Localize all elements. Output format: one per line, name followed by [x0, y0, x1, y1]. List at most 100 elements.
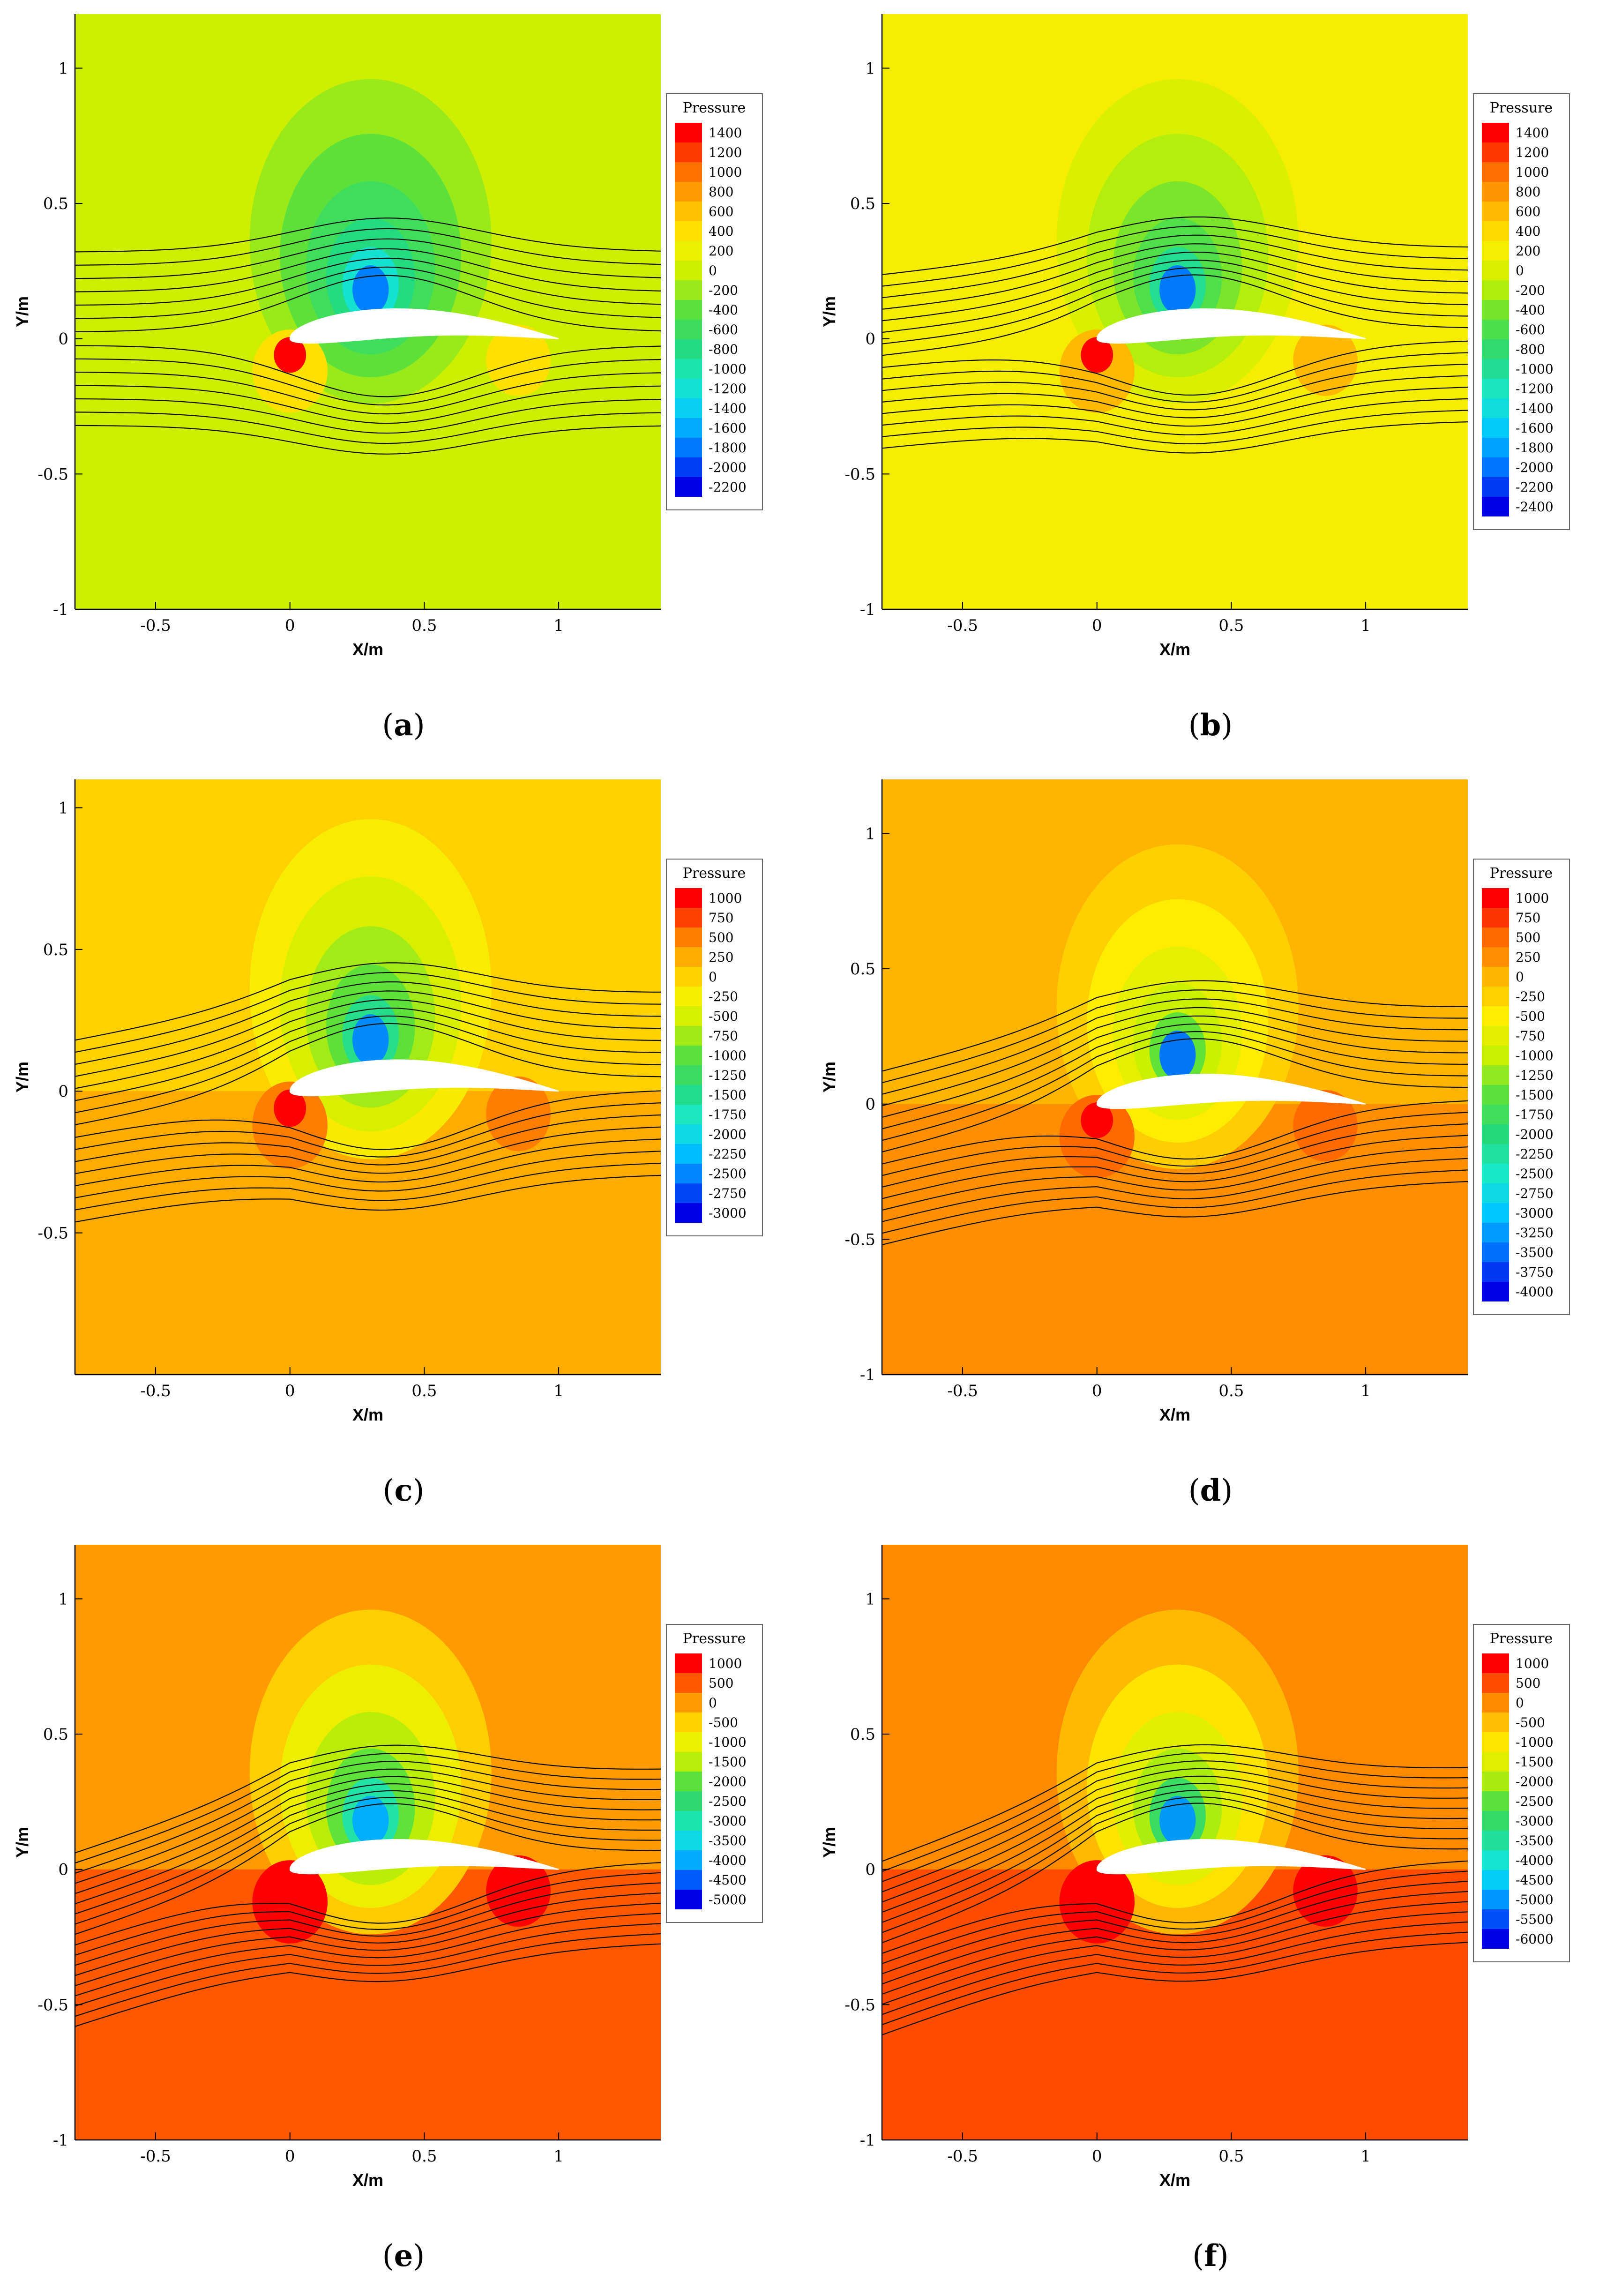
- legend-swatch: [1482, 261, 1509, 280]
- streamline: [882, 398, 1468, 435]
- contour-plot-c: -0.5 0 0.5 1 -0.5 0 0.5 1 X/m Y/m Pressure 1000 750 5…: [13, 779, 763, 1424]
- legend-swatch: [675, 1653, 702, 1673]
- legend-level-label: 250: [1516, 950, 1540, 965]
- pressure-contour-blob: [274, 337, 306, 373]
- legend-level-label: -1000: [1516, 1048, 1554, 1063]
- legend-level-label: -1000: [709, 1048, 747, 1063]
- pressure-contour-blob: [1081, 1102, 1113, 1138]
- streamline: [75, 1882, 661, 1966]
- y-tick-label: -0.5: [844, 465, 875, 484]
- streamline: [882, 1158, 1468, 1222]
- x-tick-label: 1: [1360, 616, 1371, 635]
- chart-panel-d: -0.5 0 0.5 1 -1 -0.5 0 0.5 1 X/m Y/m Pressure 1000 75…: [807, 765, 1614, 1531]
- legend-swatch: [675, 1693, 702, 1713]
- caption-f: (f): [1192, 2238, 1229, 2274]
- legend-level-label: -400: [1516, 302, 1545, 318]
- x-axis-label: X/m: [1159, 640, 1190, 659]
- y-tick-label: 0: [58, 1861, 68, 1879]
- x-tick-label: 0.5: [1218, 616, 1244, 635]
- streamline: [882, 1100, 1468, 1165]
- legend-swatch: [675, 1164, 702, 1183]
- x-axis-label: X/m: [352, 640, 383, 659]
- legend-level-label: -1250: [1516, 1068, 1554, 1083]
- x-tick-label: 0.5: [411, 1382, 437, 1400]
- x-tick-label: 0: [1092, 1382, 1102, 1400]
- streamline: [882, 1942, 1468, 2035]
- plot-area: [75, 779, 661, 1375]
- airfoil-body: [289, 308, 559, 344]
- legend-level-label: 400: [1516, 224, 1540, 239]
- streamline: [75, 372, 661, 415]
- legend-title: Pressure: [1490, 865, 1553, 882]
- legend-swatch: [675, 1752, 702, 1772]
- legend-swatch: [675, 947, 702, 967]
- y-tick-label: 1: [865, 59, 875, 78]
- legend-level-label: -800: [709, 342, 738, 357]
- legend-swatch: [675, 339, 702, 359]
- y-tick-label: 0.5: [43, 194, 68, 213]
- x-tick-label: 0: [1092, 2147, 1102, 2166]
- x-tick-label: -0.5: [140, 616, 171, 635]
- streamline: [882, 1783, 1468, 1913]
- y-tick-label: -0.5: [37, 1224, 68, 1243]
- streamline: [882, 1870, 1468, 1964]
- legend-level-label: -3250: [1516, 1225, 1554, 1241]
- pressure-contour-blob: [1081, 337, 1113, 373]
- legend-swatch: [1482, 987, 1509, 1006]
- legend-swatch: [1482, 1791, 1509, 1811]
- legend-swatch: [675, 1046, 702, 1065]
- legend-swatch: [675, 418, 702, 438]
- streamline: [75, 972, 661, 1053]
- legend-swatch: [675, 1006, 702, 1026]
- y-tick-label: 1: [58, 799, 68, 817]
- streamline: [882, 1752, 1468, 1872]
- legend-level-label: -1400: [1516, 401, 1554, 416]
- streamline: [882, 1169, 1468, 1234]
- streamline: [882, 1135, 1468, 1199]
- x-axis-label: X/m: [1159, 2170, 1190, 2190]
- legend-swatch: [1482, 1164, 1509, 1183]
- caption-c: (c): [382, 1473, 425, 1508]
- legend-swatch: [1482, 1183, 1509, 1203]
- legend-swatch: [675, 182, 702, 202]
- legend-level-label: 1000: [1516, 890, 1549, 906]
- streamline: [882, 980, 1468, 1072]
- legend-swatch: [1482, 221, 1509, 241]
- legend-level-label: -3500: [1516, 1245, 1554, 1260]
- legend-level-label: -4500: [1516, 1872, 1554, 1888]
- streamline: [75, 1923, 661, 2007]
- legend-level-label: -3000: [1516, 1205, 1554, 1221]
- legend-swatch: [675, 1183, 702, 1203]
- legend-title: Pressure: [1490, 100, 1553, 116]
- plot-area: [882, 1545, 1468, 2140]
- legend-level-label: -2000: [1516, 460, 1554, 475]
- streamline: [75, 1933, 661, 2017]
- legend-level-label: -600: [1516, 322, 1545, 337]
- legend-swatch: [1482, 1144, 1509, 1164]
- x-tick-label: 1: [1360, 1382, 1371, 1400]
- y-tick-label: 1: [58, 59, 68, 78]
- x-tick-label: 1: [553, 2147, 564, 2166]
- legend-level-label: 800: [1516, 184, 1540, 200]
- legend-swatch: [675, 1772, 702, 1791]
- legend-level-label: -6000: [1516, 1931, 1554, 1947]
- legend-swatch: [675, 1085, 702, 1105]
- caption-b: (b): [1188, 708, 1233, 743]
- pressure-contour-blob: [486, 1076, 551, 1152]
- legend-swatch: [675, 457, 702, 477]
- contour-plot-b: -0.5 0 0.5 1 -1 -0.5 0 0.5 1 X/m Y/m Pressure 1400 12…: [820, 14, 1570, 659]
- legend-level-label: -500: [709, 1715, 738, 1730]
- legend-swatch: [675, 1791, 702, 1811]
- streamline: [882, 1015, 1468, 1118]
- legend-level-label: -400: [709, 302, 738, 318]
- legend-swatch: [675, 1105, 702, 1124]
- legend-swatch: [1482, 1282, 1509, 1301]
- legend-swatch: [675, 438, 702, 457]
- legend-level-label: -1750: [709, 1107, 747, 1122]
- legend-swatch: [675, 1673, 702, 1693]
- y-tick-label: -1: [860, 600, 875, 619]
- streamline: [75, 981, 661, 1065]
- pressure-contour-blob: [1293, 324, 1358, 396]
- legend-level-label: -1800: [1516, 440, 1554, 456]
- legend-level-label: -250: [709, 989, 738, 1004]
